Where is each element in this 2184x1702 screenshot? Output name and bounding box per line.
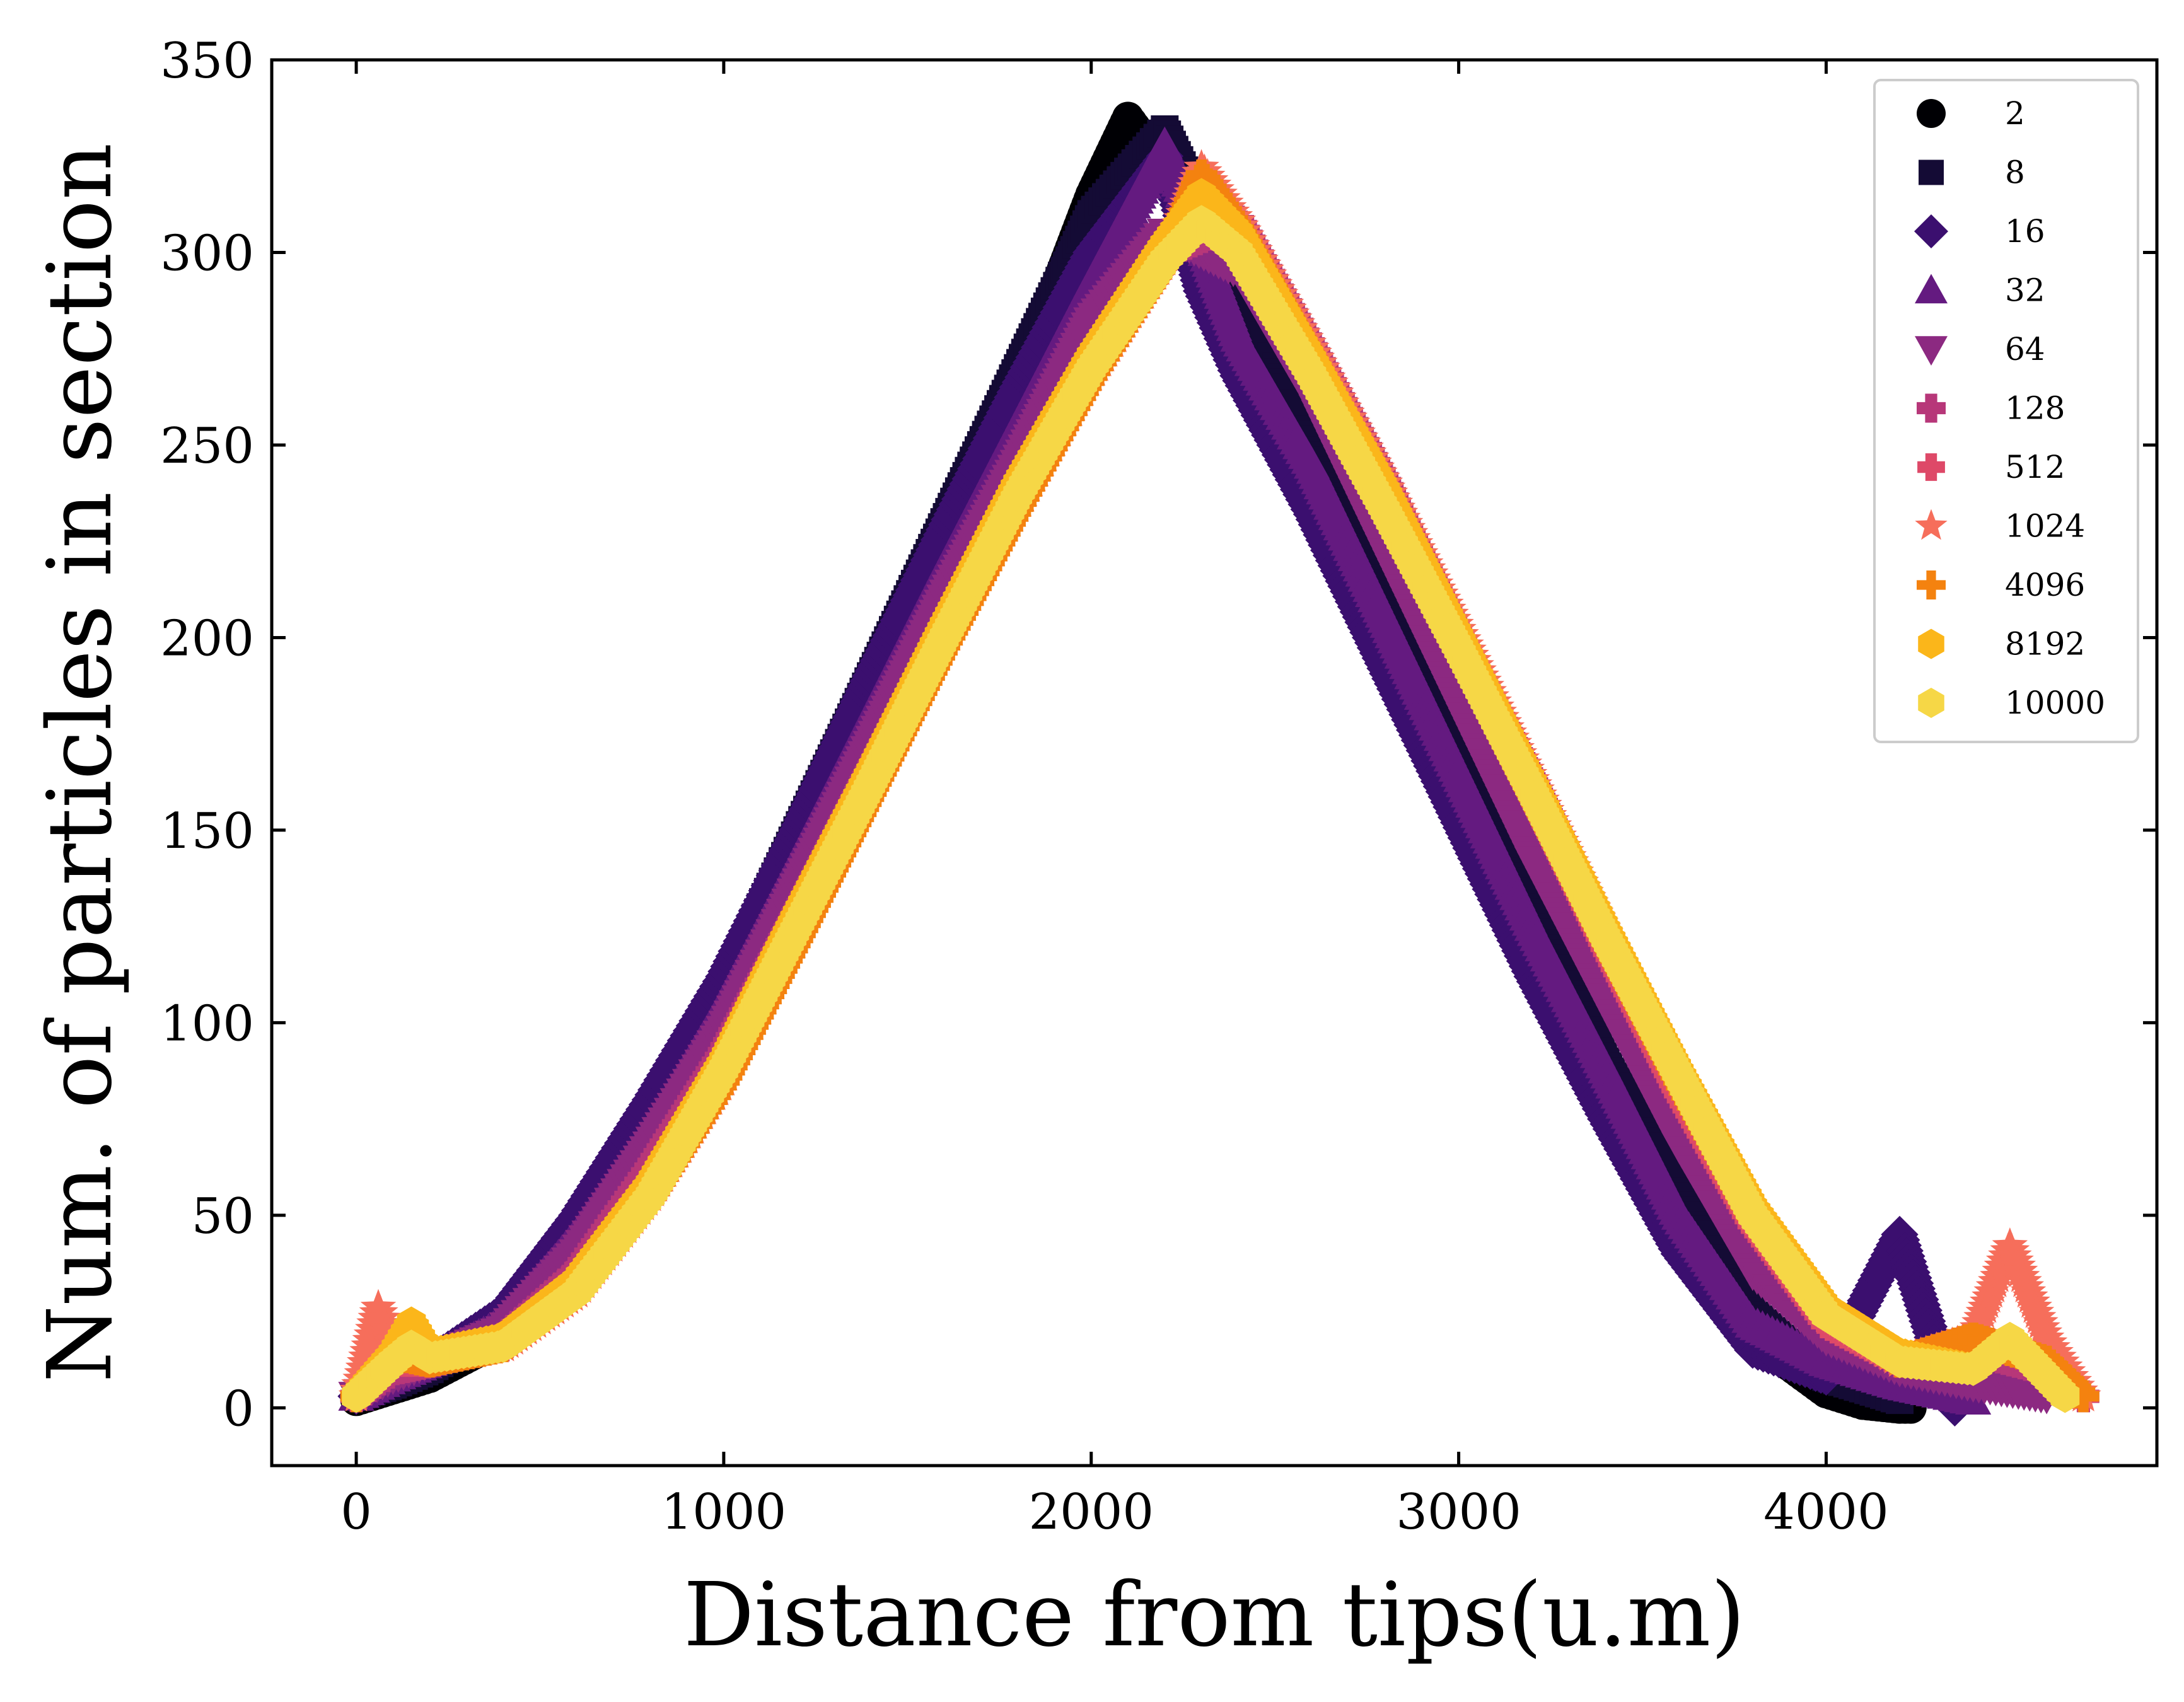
- data-point: [2067, 1380, 2100, 1413]
- series-8192: [342, 178, 2080, 1413]
- series-layer: [337, 101, 2101, 1427]
